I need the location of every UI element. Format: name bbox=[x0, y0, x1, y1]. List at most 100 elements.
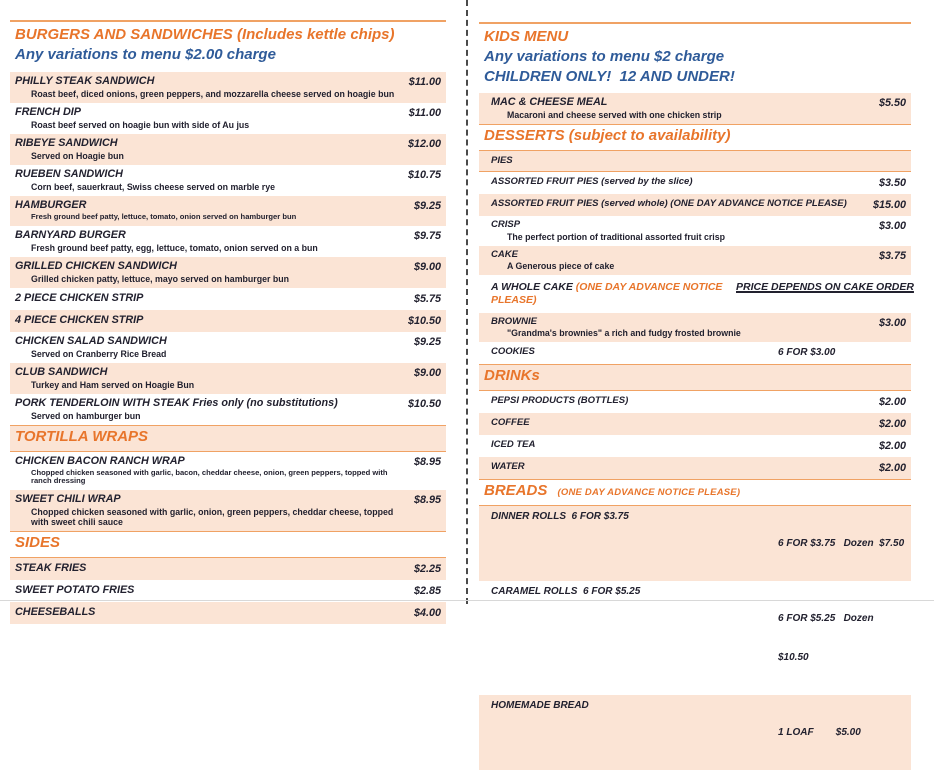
section-header-tortilla-wraps: TORTILLA WRAPS bbox=[10, 424, 446, 452]
item-price: $8.95 bbox=[413, 494, 441, 507]
menu-item-row: ASSORTED FRUIT PIES (served by the slice… bbox=[479, 172, 911, 194]
item-name: GRILLED CHICKEN SANDWICH bbox=[15, 259, 177, 272]
item-name: CARAMEL ROLLS 6 FOR $5.25 bbox=[491, 585, 641, 597]
item-price: $2.85 bbox=[413, 585, 441, 598]
menu-item-row: GRILLED CHICKEN SANDWICH Grilled chicken… bbox=[10, 256, 446, 288]
menu-item-row: BROWNIE "Grandma's brownies" a rich and … bbox=[479, 312, 911, 343]
item-price: $3.00 bbox=[878, 220, 906, 233]
item-name: HOMEMADE BREAD bbox=[491, 699, 589, 711]
item-description: Fresh ground beef patty, lettuce, tomato… bbox=[31, 211, 297, 221]
item-name: 4 PIECE CHICKEN STRIP bbox=[15, 313, 144, 326]
page-fold-divider bbox=[466, 0, 468, 604]
menu-item-row: CHICKEN SALAD SANDWICH Served on Cranber… bbox=[10, 332, 446, 363]
menu-item-row: ICED TEA $2.00 bbox=[479, 435, 911, 457]
item-price: $5.50 bbox=[878, 97, 906, 110]
item-description: Roast beef served on hoagie bun with sid… bbox=[31, 119, 250, 130]
menu-item-row: PIES bbox=[479, 151, 911, 173]
item-name: A WHOLE CAKE bbox=[491, 281, 573, 294]
item-description: "Grandma's brownies" a rich and fudgy fr… bbox=[507, 328, 741, 339]
item-name: PEPSI PRODUCTS (BOTTLES) bbox=[491, 394, 629, 406]
item-description: Corn beef, sauerkraut, Swiss cheese serv… bbox=[31, 181, 275, 192]
item-price: $2.00 bbox=[878, 439, 906, 452]
section-title: BREADS bbox=[484, 481, 548, 499]
item-description: Roast beef, diced onions, green peppers,… bbox=[31, 88, 395, 99]
section-desserts: DESSERTS (subject to availability) PIES … bbox=[479, 124, 914, 364]
item-price: $10.50 bbox=[407, 314, 441, 327]
menu-item-row: HOMEMADE BREAD 1 LOAF $5.00 bbox=[479, 694, 911, 770]
menu-item-row: SWEET CHILI WRAP Chopped chicken seasone… bbox=[10, 490, 446, 532]
menu-item-row: CAKE A Generous piece of cake $3.75 bbox=[479, 245, 911, 276]
menu-item-row: COOKIES 6 FOR $3.00 bbox=[479, 342, 911, 364]
section-title: BURGERS AND SANDWICHES (Includes kettle … bbox=[15, 26, 395, 43]
item-price: 6 FOR $5.25 Dozen $10.50 bbox=[778, 612, 874, 663]
item-price: $9.00 bbox=[413, 260, 441, 273]
item-name: CLUB SANDWICH bbox=[15, 365, 108, 378]
menu-item-row: PEPSI PRODUCTS (BOTTLES) $2.00 bbox=[479, 391, 911, 413]
menu-item-row: CHICKEN BACON RANCH WRAP Chopped chicken… bbox=[10, 452, 446, 490]
menu-item-row: FRENCH DIP Roast beef served on hoagie b… bbox=[10, 103, 446, 134]
item-price: $8.95 bbox=[413, 455, 441, 468]
item-description: Served on Hoagie bun bbox=[31, 150, 124, 161]
item-price-note: PRICE DEPENDS ON CAKE ORDER bbox=[736, 281, 914, 294]
item-name: CHICKEN BACON RANCH WRAP bbox=[15, 454, 185, 467]
item-name: ICED TEA bbox=[491, 438, 536, 450]
item-name: CAKE bbox=[491, 248, 518, 260]
item-price: $2.00 bbox=[878, 395, 906, 408]
item-price: 1 LOAF $5.00 bbox=[778, 726, 861, 738]
item-description: Chopped chicken seasoned with garlic, ba… bbox=[31, 467, 388, 486]
section-header-desserts: DESSERTS (subject to availability) bbox=[479, 124, 911, 152]
item-price: $4.00 bbox=[413, 607, 441, 620]
menu-column-left: BURGERS AND SANDWICHES (Includes kettle … bbox=[10, 0, 446, 625]
menu-item-row: WATER $2.00 bbox=[479, 456, 911, 479]
item-price: $2.00 bbox=[878, 417, 906, 430]
item-name: ASSORTED FRUIT PIES (served whole) (ONE … bbox=[491, 198, 847, 210]
item-name: STEAK FRIES bbox=[15, 562, 87, 575]
item-price: $3.00 bbox=[878, 316, 906, 329]
section-header-drinks: DRINKs bbox=[479, 364, 911, 391]
section-title: KIDS MENU bbox=[484, 28, 569, 45]
item-name: FRENCH DIP bbox=[15, 105, 81, 118]
section-header-breads: BREADS (ONE DAY ADVANCE NOTICE PLEASE) bbox=[479, 478, 911, 506]
section-header-note: (ONE DAY ADVANCE NOTICE PLEASE) bbox=[557, 486, 741, 498]
menu-item-row: MAC & CHEESE MEAL Macaroni and cheese se… bbox=[479, 93, 911, 125]
menu-item-row: PORK TENDERLOIN WITH STEAK Fries only (n… bbox=[10, 394, 446, 425]
item-price: $11.00 bbox=[408, 106, 441, 119]
item-price: $15.00 bbox=[872, 199, 906, 212]
item-name: WATER bbox=[491, 460, 525, 472]
section-subtitle: Any variations to menu $2.00 charge bbox=[15, 46, 276, 64]
menu-item-row: SWEET POTATO FRIES $2.85 bbox=[10, 580, 446, 602]
item-description: Served on hamburger bun bbox=[31, 410, 141, 421]
menu-item-row: CRISP The perfect portion of traditional… bbox=[479, 216, 911, 246]
item-name: CHEESEBALLS bbox=[15, 606, 96, 619]
item-name: SWEET POTATO FRIES bbox=[15, 584, 135, 597]
section-tortilla-wraps: TORTILLA WRAPS CHICKEN BACON RANCH WRAP … bbox=[10, 424, 446, 532]
item-name: DINNER ROLLS 6 FOR $3.75 bbox=[491, 510, 629, 522]
item-description: Fresh ground beef patty, egg, lettuce, t… bbox=[31, 242, 318, 253]
item-name: ASSORTED FRUIT PIES (served by the slice… bbox=[491, 176, 693, 188]
item-price: $10.75 bbox=[407, 168, 441, 181]
menu-item-row: ASSORTED FRUIT PIES (served whole) (ONE … bbox=[479, 194, 911, 217]
item-price: $11.00 bbox=[408, 75, 441, 88]
item-price: 6 FOR $3.00 bbox=[778, 347, 836, 359]
menu-item-row: 4 PIECE CHICKEN STRIP $10.50 bbox=[10, 309, 446, 332]
section-header-kids: KIDS MENU Any variations to menu $2 char… bbox=[479, 22, 911, 93]
section-header-sides: SIDES bbox=[10, 531, 446, 559]
item-name: CRISP bbox=[491, 219, 521, 231]
menu-item-row: CARAMEL ROLLS 6 FOR $5.25 6 FOR $5.25 Do… bbox=[479, 581, 911, 695]
section-sides: SIDES STEAK FRIES $2.25 SWEET POTATO FRI… bbox=[10, 531, 446, 625]
item-price: $9.25 bbox=[413, 335, 441, 348]
menu-item-row: 2 PIECE CHICKEN STRIP $5.75 bbox=[10, 288, 446, 310]
item-price: $9.75 bbox=[413, 229, 441, 242]
menu-item-row: CLUB SANDWICH Turkey and Ham served on H… bbox=[10, 362, 446, 394]
section-kids-menu: KIDS MENU Any variations to menu $2 char… bbox=[479, 22, 911, 125]
menu-item-row: COFFEE $2.00 bbox=[479, 412, 911, 435]
item-description: Turkey and Ham served on Hoagie Bun bbox=[31, 379, 195, 390]
section-subtitle: CHILDREN ONLY! 12 AND UNDER! bbox=[484, 67, 735, 85]
item-price: $2.00 bbox=[878, 461, 906, 474]
item-price: $9.00 bbox=[413, 366, 441, 379]
item-name: HAMBURGER bbox=[15, 199, 87, 211]
item-name: COFFEE bbox=[491, 416, 530, 428]
page-bottom-edge bbox=[0, 600, 934, 601]
item-price: $10.50 bbox=[407, 397, 441, 410]
item-name: BARNYARD BURGER bbox=[15, 228, 126, 241]
